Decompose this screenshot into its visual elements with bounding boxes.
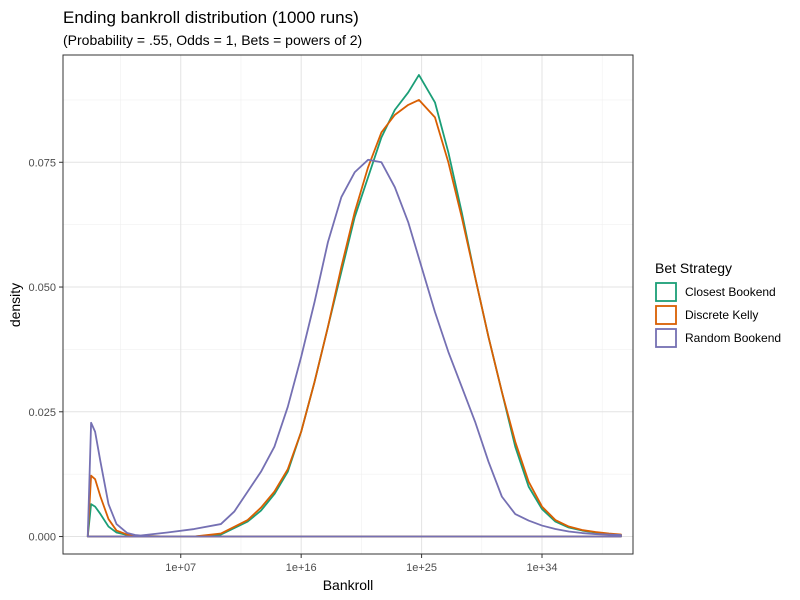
y-tick-label: 0.000 — [28, 532, 56, 544]
x-tick-label: 1e+34 — [527, 562, 558, 574]
legend-label: Discrete Kelly — [685, 308, 758, 322]
x-tick-label: 1e+25 — [406, 562, 437, 574]
x-axis-title: Bankroll — [323, 577, 374, 593]
y-tick-label: 0.050 — [28, 282, 56, 294]
plot-panel — [63, 55, 633, 554]
series-lines — [86, 74, 622, 538]
chart-subtitle: (Probability = .55, Odds = 1, Bets = pow… — [63, 32, 362, 48]
x-tick-label: 1e+16 — [286, 562, 317, 574]
x-axis-ticks: 1e+07 1e+16 1e+25 1e+34 — [165, 554, 557, 574]
y-tick-label: 0.075 — [28, 157, 56, 169]
legend-key-closest-bookend — [655, 282, 677, 302]
chart-title: Ending bankroll distribution (1000 runs) — [63, 8, 359, 27]
y-tick-label: 0.025 — [28, 407, 56, 419]
x-tick-label: 1e+07 — [165, 562, 196, 574]
legend: Bet Strategy Closest Bookend Discrete Kel… — [655, 260, 781, 348]
legend-key-discrete-kelly — [655, 305, 677, 325]
legend-key-random-bookend — [655, 328, 677, 348]
density-line-random-bookend — [86, 158, 622, 538]
plot-border — [62, 54, 634, 555]
y-axis-title: density — [7, 283, 23, 327]
legend-label: Random Bookend — [685, 331, 781, 345]
y-axis-ticks: 0.000 0.025 0.050 0.075 — [28, 157, 63, 544]
legend-label: Closest Bookend — [685, 285, 776, 299]
legend-title: Bet Strategy — [655, 260, 732, 276]
